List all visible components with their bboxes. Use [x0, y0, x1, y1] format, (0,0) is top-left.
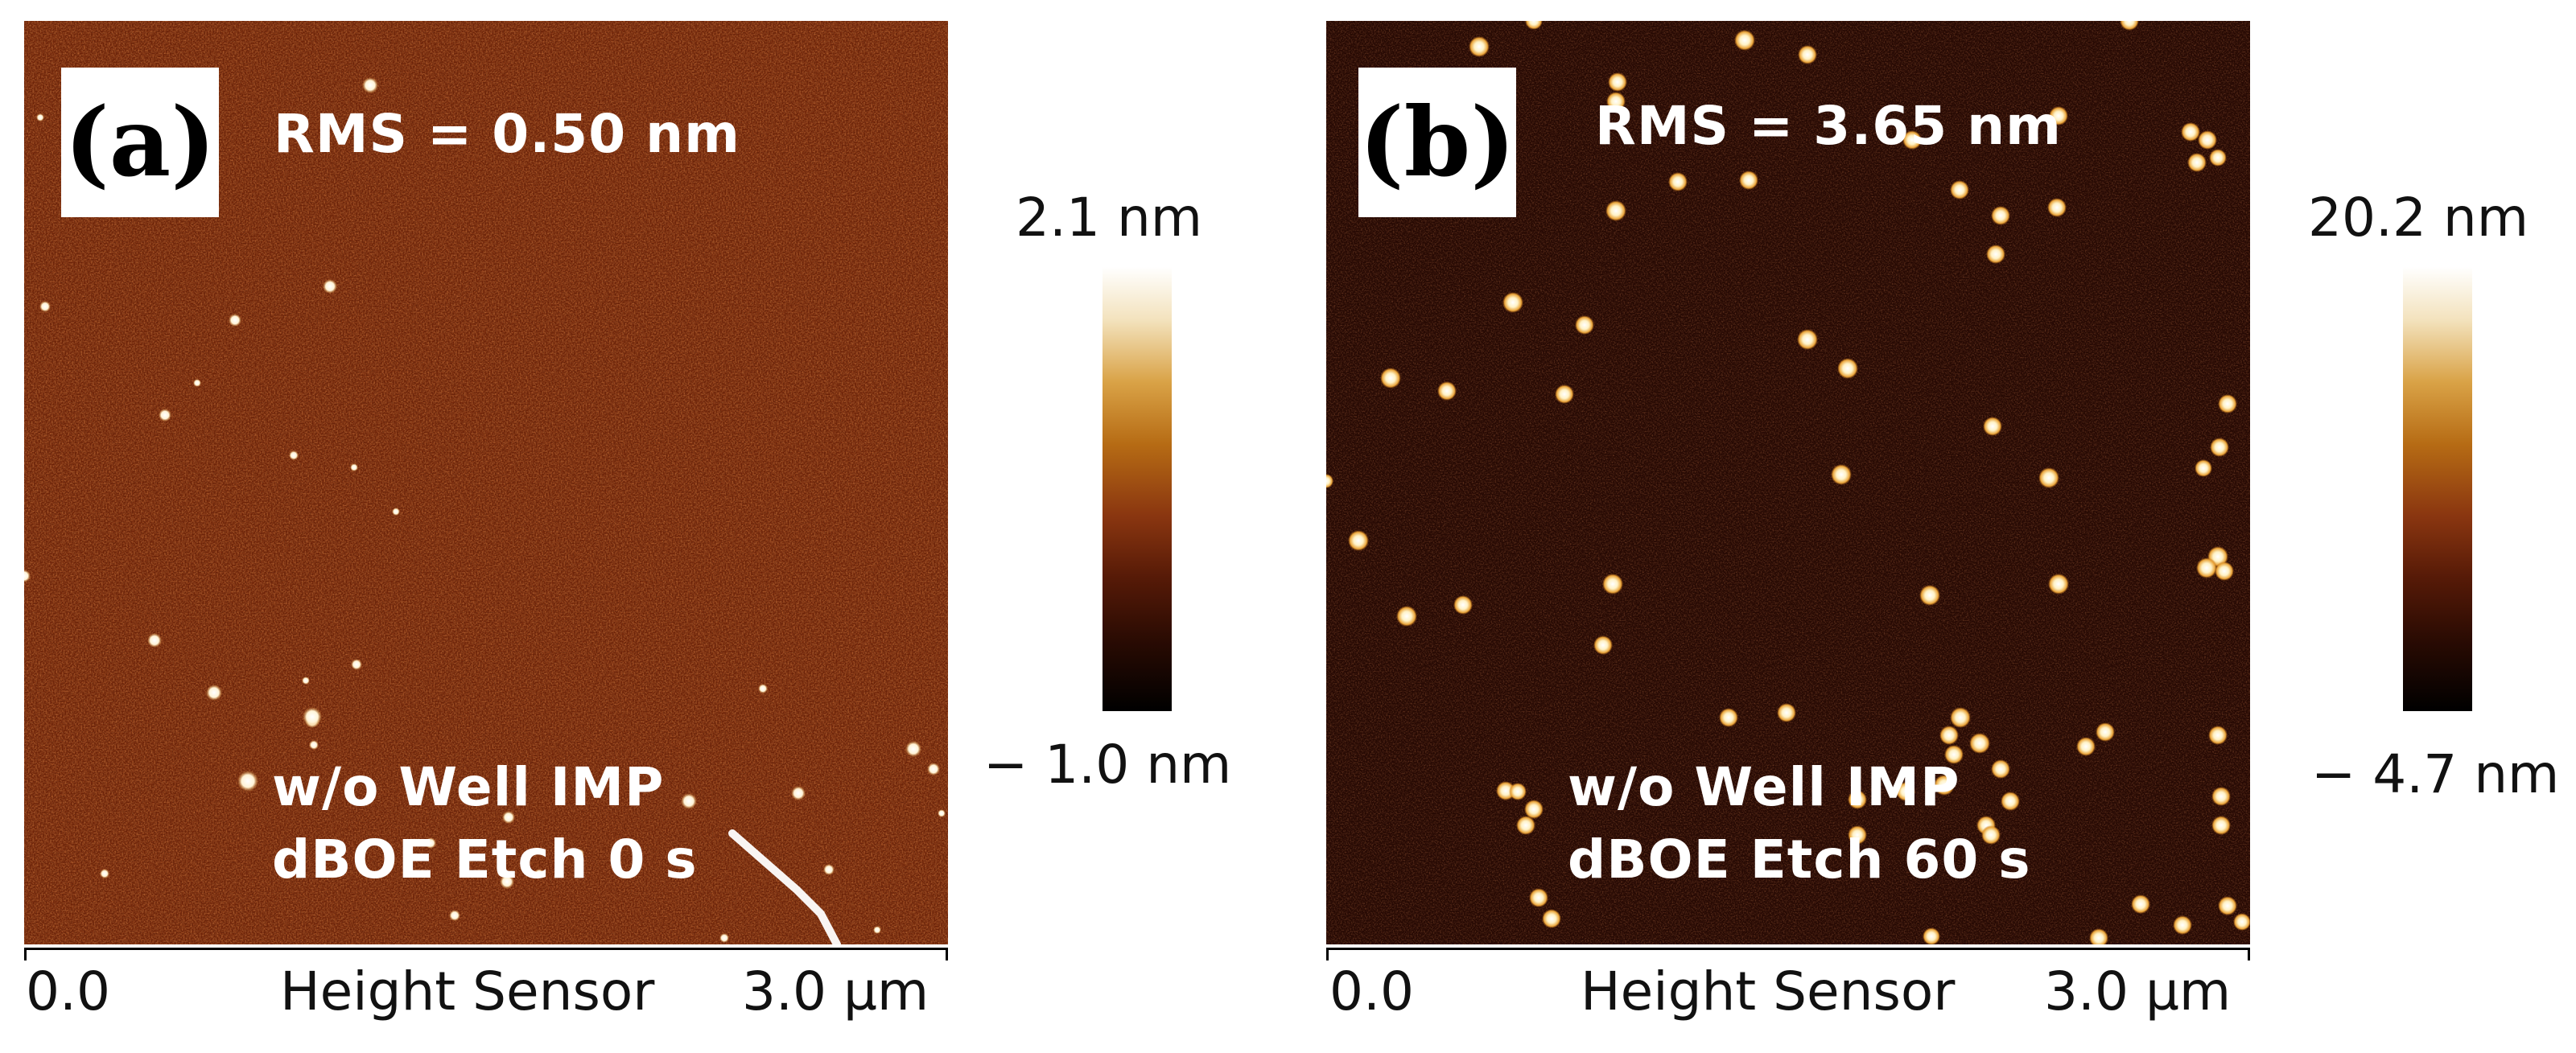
x-axis-title-a: Height Sensor [280, 960, 655, 1022]
panel-a: (a) RMS = 0.50 nm w/o Well IMP dBOE Etch… [24, 21, 1232, 1022]
x-axis-tick-start-a [24, 948, 27, 960]
rms-value-a: RMS = 0.50 nm [274, 103, 740, 165]
x-axis-tick-end-b [2248, 948, 2250, 960]
colorbar-max-a: 2.1 nm [1016, 187, 1203, 249]
panel-label-b: (b) [1358, 68, 1516, 217]
x-axis-line-b [1326, 948, 2250, 950]
panel-label-a: (a) [61, 68, 219, 217]
afm-image-b: (b) RMS = 3.65 nm w/o Well IMP dBOE Etch… [1326, 21, 2250, 944]
particles-b [1326, 21, 2250, 944]
condition-line2-b: dBOE Etch 60 s [1568, 829, 2031, 891]
condition-line1-a: w/o Well IMP [272, 756, 665, 818]
scratch-line [728, 829, 841, 944]
condition-line2-a: dBOE Etch 0 s [272, 829, 698, 891]
particles-a [24, 77, 946, 943]
panel-b: (b) RMS = 3.65 nm w/o Well IMP dBOE Etch… [1288, 0, 2576, 1053]
colorbar-min-a: − 1.0 nm [983, 734, 1232, 796]
colorbar-b [2403, 267, 2472, 711]
x-axis-start-b: 0.0 [1329, 960, 1414, 1022]
x-axis-line-a [24, 948, 948, 950]
x-axis-tick-start-b [1326, 948, 1329, 960]
x-axis-start-a: 0.0 [26, 960, 110, 1022]
afm-image-a: (a) RMS = 0.50 nm w/o Well IMP dBOE Etch… [24, 21, 948, 944]
rms-value-b: RMS = 3.65 nm [1595, 95, 2062, 157]
colorbar-min-b: − 4.7 nm [2311, 743, 2560, 805]
x-axis-title-b: Height Sensor [1581, 960, 1956, 1022]
x-axis-end-a: 3.0 µm [742, 960, 929, 1022]
x-axis-tick-end-a [946, 948, 948, 960]
colorbar-a [1103, 267, 1172, 711]
x-axis-end-b: 3.0 µm [2044, 960, 2232, 1022]
condition-line1-b: w/o Well IMP [1568, 756, 1960, 818]
colorbar-max-b: 20.2 nm [2308, 187, 2529, 249]
